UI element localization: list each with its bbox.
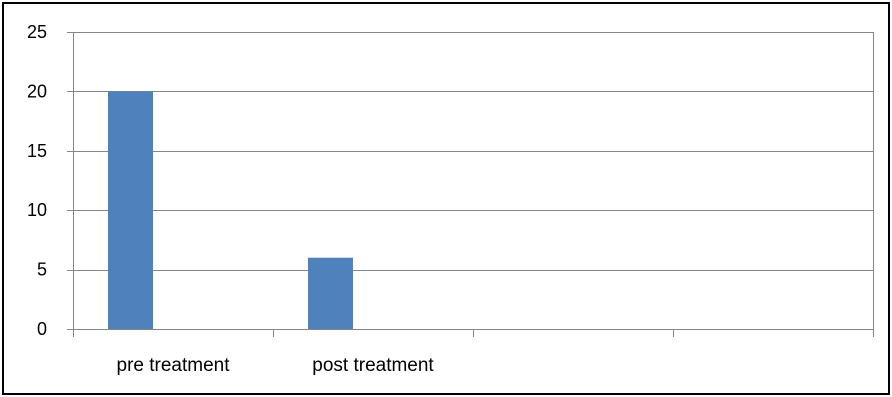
tick-labels: 0 5 10 15 20 25 pre treatment post treatment xyxy=(27,22,434,376)
axes xyxy=(67,32,874,337)
x-tick-label-pre-treatment: pre treatment xyxy=(117,355,231,376)
y-tick-label-15: 15 xyxy=(27,141,47,161)
y-tick-label-25: 25 xyxy=(27,22,47,42)
x-tick-label-post-treatment: post treatment xyxy=(312,355,434,376)
y-tick-label-10: 10 xyxy=(27,200,47,220)
y-tick-label-0: 0 xyxy=(37,319,47,339)
gridlines xyxy=(73,32,873,271)
bar-post-treatment xyxy=(308,257,353,329)
bars xyxy=(108,91,353,330)
y-tick-label-20: 20 xyxy=(27,81,47,101)
y-tick-label-5: 5 xyxy=(37,260,47,280)
bar-pre-treatment xyxy=(108,91,153,330)
